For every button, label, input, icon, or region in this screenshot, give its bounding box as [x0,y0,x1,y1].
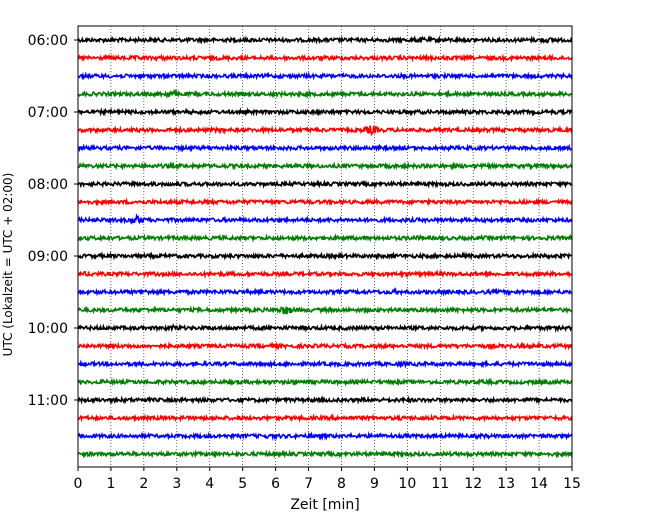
x-tick-label: 9 [370,476,379,492]
trace-1115 [78,416,572,420]
trace-1015 [78,344,572,348]
trace-0615 [78,56,572,60]
trace-0630 [78,74,572,78]
x-tick-label: 4 [205,476,214,492]
x-tick-label: 10 [398,476,416,492]
x-tick-label: 1 [106,476,115,492]
x-tick-label: 11 [431,476,449,492]
trace-0730 [78,146,572,150]
trace-0715 [78,126,572,135]
x-tick-label: 5 [238,476,247,492]
y-tick-label: 11:00 [28,393,68,409]
y-tick-label: 06:00 [28,33,68,49]
trace-0645 [78,91,572,97]
x-tick-label: 0 [74,476,83,492]
trace-0930 [78,290,572,294]
x-tick-label: 6 [271,476,280,492]
y-axis: 06:00 07:00 08:00 09:00 10:00 11:00 [28,33,78,409]
x-tick-label: 14 [530,476,548,492]
trace-0700 [78,110,572,114]
x-tick-label: 7 [304,476,313,492]
trace-0915 [78,272,572,276]
y-tick-label: 10:00 [28,321,68,337]
x-axis-label: Zeit [min] [290,497,359,513]
trace-0815 [78,200,572,204]
x-tick-label: 12 [464,476,482,492]
trace-0945 [78,307,572,315]
trace-1000 [78,325,572,330]
trace-1100 [78,398,572,402]
trace-1030 [78,362,572,366]
x-axis: 0 1 2 3 4 5 6 7 8 9 10 11 12 13 14 15 [74,467,581,492]
trace-0830 [78,216,572,223]
trace-0745 [78,164,572,168]
x-tick-label: 3 [172,476,181,492]
x-tick-label: 13 [497,476,515,492]
x-tick-label: 8 [337,476,346,492]
x-tick-label: 15 [563,476,581,492]
y-axis-label: UTC (Lokalzeit = UTC + 02:00) [1,173,15,357]
trace-0800 [78,182,572,186]
y-tick-label: 07:00 [28,105,68,121]
y-tick-label: 09:00 [28,249,68,265]
x-tick-label: 2 [139,476,148,492]
trace-0600 [78,37,572,42]
trace-0900 [78,254,572,258]
y-tick-label: 08:00 [28,177,68,193]
trace-1045 [78,380,572,384]
trace-1130 [78,434,572,438]
trace-1145 [78,452,572,456]
trace-0845 [78,236,572,240]
seismogram-traces [78,37,572,456]
